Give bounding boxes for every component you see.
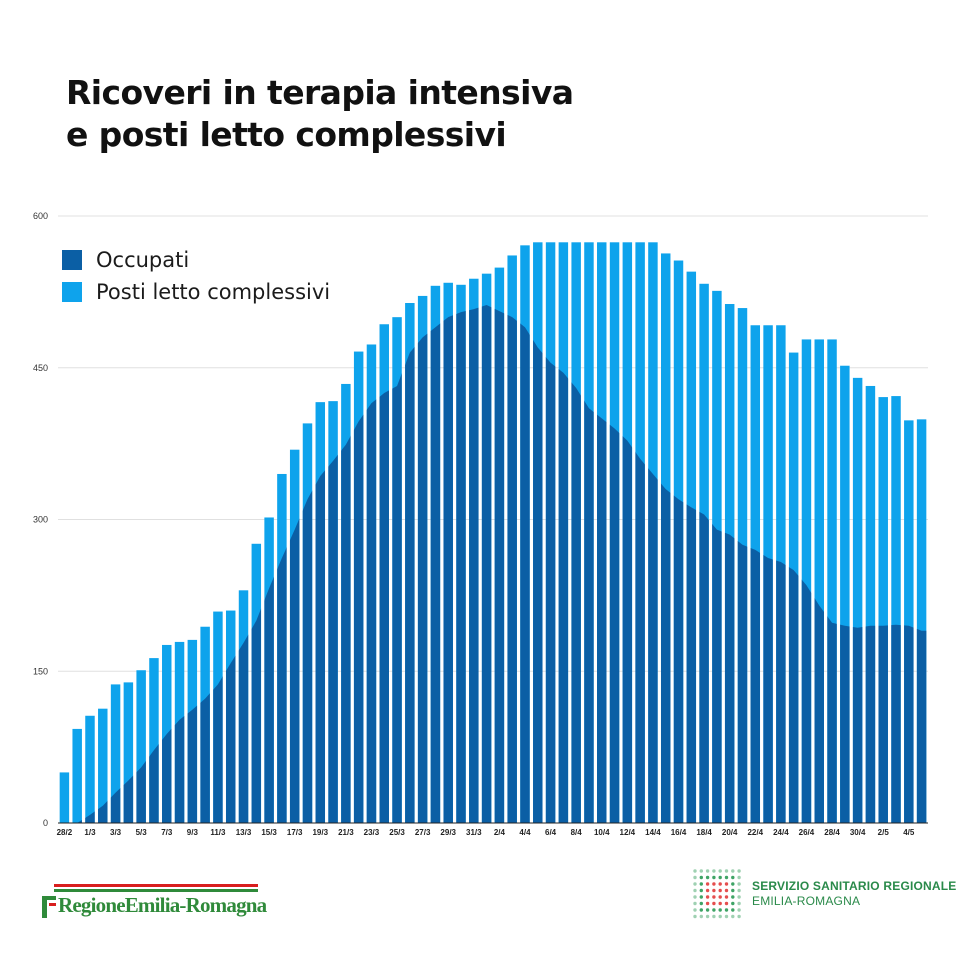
legend-swatch-posti [62, 282, 82, 302]
x-tick-label: 20/4 [722, 828, 738, 837]
bar-posti-letto [110, 684, 121, 823]
x-tick-label: 22/4 [747, 828, 763, 837]
x-tick-label: 16/4 [671, 828, 687, 837]
bar-posti-letto [98, 708, 108, 823]
x-tick-label: 4/4 [519, 828, 531, 837]
servizio-sanitario-logo: SERVIZIO SANITARIO REGIONALE EMILIA-ROMA… [692, 868, 957, 920]
flag-icon [42, 896, 56, 918]
x-tick-label: 6/4 [545, 828, 557, 837]
chart-title-line1: Ricoveri in terapia intensiva [66, 73, 574, 112]
x-tick-label: 3/3 [110, 828, 122, 837]
x-tick-label: 28/4 [824, 828, 840, 837]
x-tick-label: 24/4 [773, 828, 789, 837]
bar-posti-letto [123, 682, 134, 823]
x-tick-label: 23/3 [364, 828, 380, 837]
x-tick-label: 17/3 [287, 828, 303, 837]
x-tick-label: 29/3 [440, 828, 456, 837]
x-tick-label: 1/3 [84, 828, 96, 837]
bar-posti-letto [136, 670, 146, 823]
chart-legend: Occupati Posti letto complessivi [62, 244, 330, 308]
chart-axes: 28/2 1/3 3/3 5/3 7/3 9/3 11/3 13/3 15/3 17/3 19/3 2… [57, 822, 928, 837]
x-tick-label: 8/4 [571, 828, 583, 837]
x-tick-label: 12/4 [620, 828, 636, 837]
x-tick-label: 18/4 [696, 828, 712, 837]
bar-posti-letto [72, 728, 82, 823]
chart-title: Ricoveri in terapia intensiva e posti le… [66, 72, 574, 156]
y-tick-label: 300 [33, 515, 48, 525]
x-tick-label: 4/5 [903, 828, 915, 837]
x-tick-label: 28/2 [57, 828, 73, 837]
bar-posti-letto [149, 658, 159, 823]
bar-posti-letto [865, 385, 876, 823]
x-tick-label: 27/3 [415, 828, 431, 837]
x-tick-label: 15/3 [261, 828, 277, 837]
y-tick-label: 0 [43, 818, 48, 828]
x-tick-label: 2/4 [494, 828, 506, 837]
bar-posti-letto [852, 377, 863, 823]
legend-label-posti: Posti letto complessivi [96, 280, 331, 304]
x-tick-label: 26/4 [799, 828, 815, 837]
bar-posti-letto [840, 365, 850, 823]
x-tick-label: 10/4 [594, 828, 610, 837]
x-tick-label: 30/4 [850, 828, 866, 837]
legend-item-posti: Posti letto complessivi [62, 276, 330, 308]
x-tick-label: 13/3 [236, 828, 252, 837]
legend-swatch-occupati [62, 250, 82, 270]
regione-emilia-romagna-logo: RegioneEmilia-Romagna [42, 884, 267, 918]
ssr-name-line1: SERVIZIO SANITARIO REGIONALE [752, 879, 957, 893]
x-tick-label: 25/3 [389, 828, 405, 837]
y-tick-label: 600 [33, 211, 48, 221]
x-tick-label: 31/3 [466, 828, 482, 837]
x-tick-label: 2/5 [878, 828, 890, 837]
legend-label-occupati: Occupati [96, 248, 190, 272]
bar-posti-letto [801, 339, 812, 823]
bar-posti-letto [59, 772, 70, 823]
x-tick-label: 5/3 [136, 828, 148, 837]
bar-posti-letto [827, 339, 837, 823]
regione-logo-text: RegioneEmilia-Romagna [58, 893, 267, 917]
bar-posti-letto [891, 396, 901, 823]
x-tick-label: 21/3 [338, 828, 354, 837]
x-tick-label: 11/3 [210, 828, 226, 837]
bar-posti-letto [814, 339, 824, 823]
bar-posti-letto [916, 419, 927, 823]
ssr-name-line2: EMILIA-ROMAGNA [752, 894, 861, 908]
bar-posti-letto [904, 420, 914, 823]
bar-posti-letto [85, 715, 95, 823]
logo-green-stripe [54, 889, 258, 892]
ssr-dot-grid-icon [693, 869, 741, 919]
x-tick-label: 14/4 [645, 828, 661, 837]
y-tick-label: 150 [33, 666, 48, 676]
logo-red-stripe [54, 884, 258, 887]
legend-item-occupati: Occupati [62, 244, 330, 276]
x-tick-label: 7/3 [161, 828, 173, 837]
bar-posti-letto [878, 397, 888, 823]
x-tick-label: 9/3 [187, 828, 199, 837]
x-tick-label: 19/3 [312, 828, 328, 837]
y-tick-label: 450 [33, 363, 48, 373]
chart-title-line2: e posti letto complessivi [66, 115, 507, 154]
